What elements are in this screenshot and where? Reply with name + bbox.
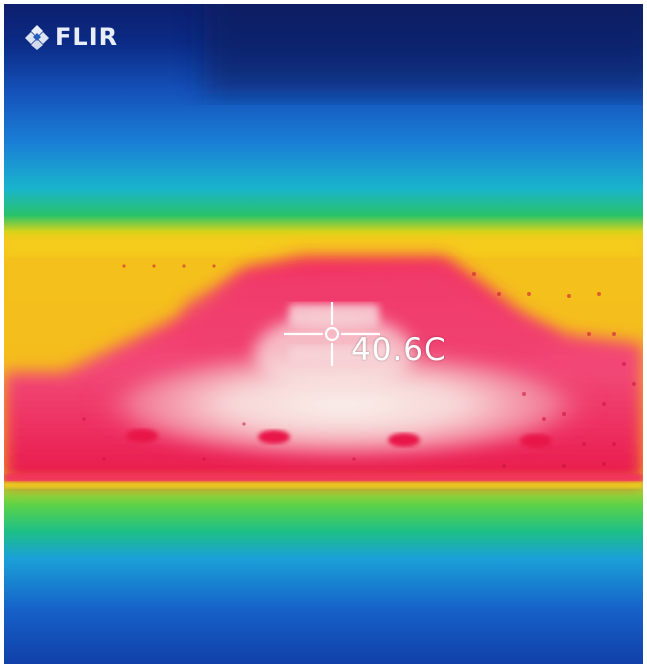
thermal-image-frame: FLIR 40.6C [4,4,643,664]
spot-temperature-readout: 40.6C [351,332,447,368]
flir-logo: FLIR [24,24,118,50]
pcb-dots [82,264,636,468]
spot-meter-crosshair-icon [284,302,380,366]
logo-text: FLIR [55,23,119,51]
hot-spot-core [84,346,604,462]
flir-diamond-icon [25,25,49,50]
thermal-image [4,4,643,664]
